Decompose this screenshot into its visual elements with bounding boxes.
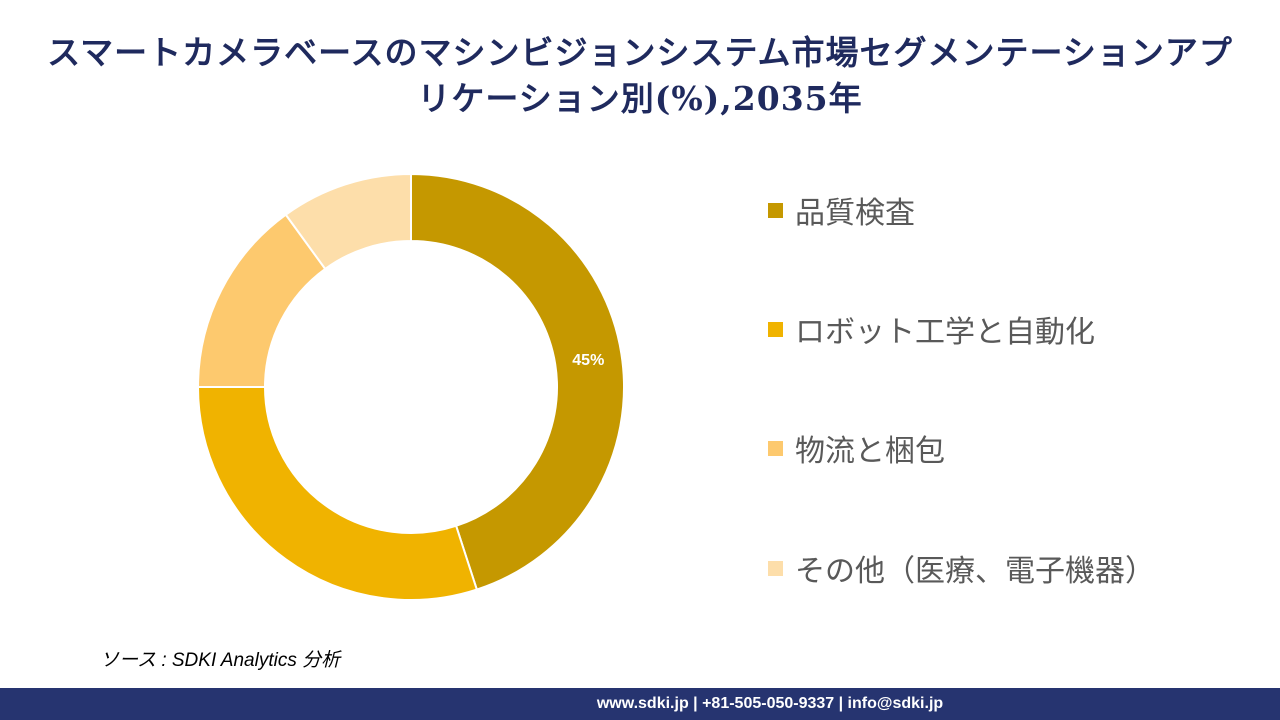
legend-swatch: [768, 440, 783, 456]
chart-title: スマートカメラベースのマシンビジョンシステム市場セグメンテーションアプリケーショ…: [47, 33, 1233, 118]
donut-slice: [196, 386, 479, 601]
legend-label: 物流と梱包: [795, 434, 945, 469]
legend-label: 品質検査: [795, 196, 915, 231]
donut-slice: [410, 172, 625, 591]
footer-contact: www.sdki.jp | +81-505-050-9337 | info@sd…: [596, 695, 944, 712]
legend-swatch: [768, 321, 783, 337]
legend-item: その他（医療、電子機器）: [768, 546, 1155, 590]
legend-label: その他（医療、電子機器）: [795, 554, 1155, 589]
legend-swatch: [768, 560, 783, 576]
data-label: 45%: [572, 352, 604, 369]
footer-bar: www.sdki.jp | +81-505-050-9337 | info@sd…: [0, 688, 1280, 720]
legend-item: 品質検査: [768, 188, 915, 232]
legend-label: ロボット工学と自動化: [795, 315, 1095, 350]
donut-slice: [284, 172, 412, 271]
legend-item: 物流と梱包: [768, 426, 945, 470]
legend-swatch: [768, 202, 783, 218]
source-note: ソース : SDKI Analytics 分析: [100, 650, 341, 671]
legend-item: ロボット工学と自動化: [768, 307, 1095, 351]
